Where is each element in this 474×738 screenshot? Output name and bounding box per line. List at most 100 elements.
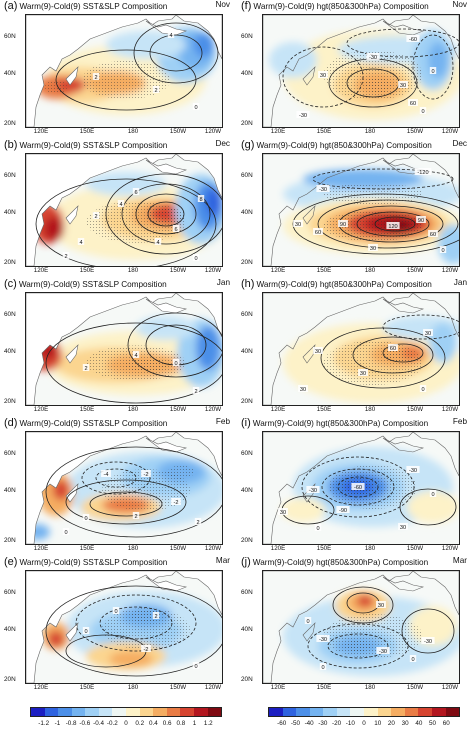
colorbar-sst-cell [126, 708, 140, 716]
contour-label-box [172, 225, 180, 232]
lon-label-120w: 120W [204, 128, 222, 135]
lon-axis-j: 120E 150E 180 150W 120W [262, 684, 460, 693]
map-e: 0 2 0 -2 0 [25, 570, 223, 684]
contour-label: -120 [417, 170, 428, 176]
colorbar-hgt-cell [323, 708, 337, 716]
lon-label-120e: 120E [270, 128, 286, 135]
asia-coastline [263, 154, 414, 266]
contour-line [35, 178, 217, 266]
contour-label: 0 [84, 629, 87, 635]
lon-label-150w: 150W [406, 545, 424, 552]
contour-label: 2 [196, 520, 199, 526]
map-f: -60 -30 30 30 60 0 -30 0 [262, 14, 460, 128]
map-d-svg: -4 -2 -2 0 2 2 0 [26, 432, 222, 544]
colorbar-sst-cell [193, 708, 208, 716]
lon-label-150e: 150E [79, 406, 95, 413]
aleutian-coastline [145, 437, 188, 453]
contour-line [399, 488, 457, 526]
contour-label: 4 [156, 240, 159, 246]
lon-label-120w: 120W [441, 684, 459, 691]
japan-coastline [65, 344, 79, 364]
contour-label-layer: 4 2 2 0 [92, 31, 200, 111]
colorbar-sst-cell [153, 708, 167, 716]
panel-b-title: (b) Warm(9)-Cold(9) SST&SLP Composition [4, 139, 167, 151]
contour-line [105, 173, 222, 255]
contour-label-box [414, 168, 432, 175]
lon-label-180: 180 [364, 267, 376, 274]
japan-coastline [302, 66, 316, 86]
colorbar-hgt-cell [377, 708, 392, 716]
map-g-svg: -120 -30 30 60 90 120 90 60 30 0 [263, 154, 459, 266]
contour-label-box [112, 607, 120, 614]
contour-layer [320, 314, 459, 389]
panel-g: (g) Warm(9)-Cold(9) hgt(850&300hPa) Compo… [237, 139, 469, 277]
contour-label-box [358, 369, 368, 376]
colorbar-sst-cell [207, 708, 222, 716]
contour-label: -2 [144, 647, 149, 653]
lat-label-60n: 60N [241, 450, 253, 457]
colorbar-hgt-tick: 30 [401, 720, 409, 727]
significance-stipple [344, 640, 372, 652]
lon-axis-a: 120E 150E 180 150W 120W [25, 128, 223, 137]
lon-label-150w: 150W [169, 267, 187, 274]
contour-label: -30 [299, 113, 307, 119]
asia-coastline [26, 15, 177, 127]
contour-line [65, 479, 187, 525]
contour-label: -30 [319, 637, 327, 643]
contour-label: 0 [194, 256, 197, 262]
asia-coastline [263, 571, 414, 683]
panel-h: (h) Warm(9)-Cold(9) hgt(850&300hPa) Compo… [237, 278, 469, 416]
lon-label-150w: 150W [406, 684, 424, 691]
lat-label-60n: 60N [241, 33, 253, 40]
lon-label-120e: 120E [270, 267, 286, 274]
lat-label-60n: 60N [4, 311, 16, 318]
lon-label-120w: 120W [204, 406, 222, 413]
contour-label: 30 [378, 603, 384, 609]
contour-line [99, 606, 173, 640]
contour-line [307, 623, 409, 669]
north-america-coastline [412, 571, 459, 616]
coastline-layer [26, 571, 222, 683]
contour-label: 2 [94, 214, 97, 220]
contour-label: 60 [390, 346, 396, 352]
colorbar-sst-tick: -0.2 [106, 720, 118, 727]
contour-label: -2 [174, 500, 179, 506]
lon-label-180: 180 [127, 684, 139, 691]
colorbar-sst-tick: 1.2 [203, 720, 213, 727]
contour-label-box [351, 483, 365, 490]
contour-label: 0 [321, 665, 324, 671]
lat-label-40n: 40N [241, 70, 253, 77]
contour-line [301, 456, 415, 518]
contour-label: -30 [319, 187, 327, 193]
contour-label-box [101, 470, 111, 477]
japan-coastline [65, 66, 79, 86]
contour-label-box [313, 228, 323, 235]
contour-label-box [368, 244, 378, 251]
shading-blob [429, 323, 457, 363]
colorbar-sst-tick: 0.4 [149, 720, 158, 727]
contour-label: 2 [154, 614, 157, 620]
contour-label-box [421, 637, 435, 644]
map-a: 4 2 2 0 [25, 14, 223, 128]
contour-line [337, 476, 379, 498]
colorbar-hgt-cell [391, 708, 405, 716]
lon-label-150w: 150W [406, 267, 424, 274]
lat-label-40n: 40N [241, 209, 253, 216]
contour-label: -30 [369, 55, 377, 61]
asia-coastline [26, 571, 177, 683]
lat-label-60n: 60N [241, 172, 253, 179]
north-america-coastline [412, 432, 459, 477]
lon-axis-d: 120E 150E 180 150W 120W [25, 545, 223, 554]
contour-label-box [336, 506, 350, 513]
lat-label-40n: 40N [241, 348, 253, 355]
colorbar-hgt-cell [309, 708, 324, 716]
colorbar-hgt-tick: 60 [442, 720, 450, 727]
colorbar-sst-tick: -1.2 [38, 720, 50, 727]
panel-f-letter: (f) [241, 0, 252, 12]
contour-label: 2 [64, 254, 67, 260]
contour-line [282, 46, 364, 108]
colorbar-hgt-tick: -40 [304, 720, 314, 727]
contour-label: 30 [400, 83, 406, 89]
contour-label: 2 [134, 514, 137, 520]
lat-label-40n: 40N [4, 70, 16, 77]
